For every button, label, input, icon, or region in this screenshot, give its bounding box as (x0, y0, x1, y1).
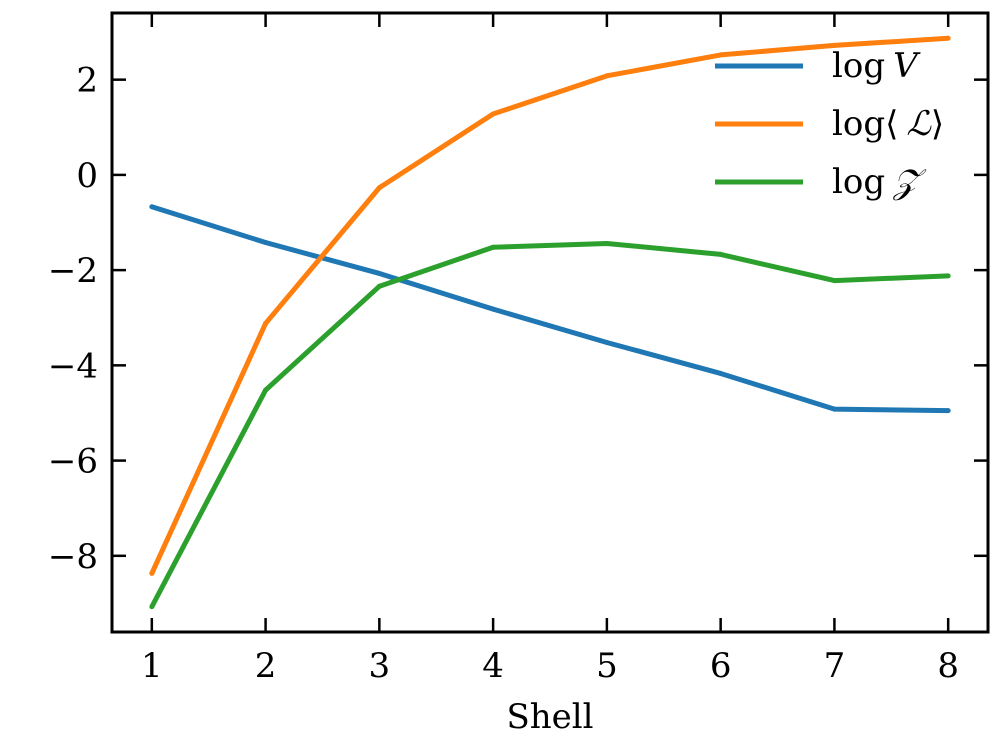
series-3-point-1 (149, 604, 155, 610)
series-line-1 (151, 204, 949, 414)
y-tick-label--6: −6 (48, 442, 98, 482)
series-2-point-4 (490, 111, 496, 117)
y-tick-label--8: −8 (48, 537, 98, 577)
x-axis: 1 2 3 4 5 6 7 8 (141, 13, 959, 686)
axes-frame (110, 11, 990, 634)
series-2-point-5 (604, 73, 610, 79)
series-2-point-7 (831, 42, 837, 48)
series-1-point-7 (831, 406, 837, 412)
series-3-point-2 (263, 387, 269, 393)
legend-label-1: log V (832, 46, 921, 86)
series-1-point-3 (376, 270, 382, 276)
series-line-3 (149, 240, 949, 608)
x-tick-label-8: 8 (937, 646, 959, 686)
y-tick-label-0: 0 (76, 156, 98, 196)
y-tick-label--4: −4 (48, 346, 98, 386)
y-tick-label--2: −2 (48, 251, 98, 291)
x-tick-label-6: 6 (710, 646, 732, 686)
series-2-point-6 (718, 52, 724, 58)
series-3-point-3 (376, 283, 382, 289)
y-axis: −8 −6 −4 −2 0 2 (48, 61, 988, 577)
y-tick-label-2: 2 (76, 61, 98, 101)
x-tick-label-2: 2 (255, 646, 277, 686)
series-line-2 (149, 35, 949, 575)
series-1-point-1 (149, 204, 155, 210)
series-1-point-6 (718, 370, 724, 376)
series-2-point-3 (376, 185, 382, 191)
series-1-point-5 (604, 340, 610, 345)
series-2-point-8 (945, 35, 951, 41)
x-tick-label-1: 1 (141, 646, 163, 686)
series-layer (149, 35, 951, 610)
series-1-point-8 (945, 408, 951, 414)
x-tick-label-4: 4 (482, 646, 504, 686)
legend-label-2: log⟨ ℒ⟩ (832, 104, 944, 144)
series-3-point-6 (718, 251, 724, 257)
series-3-point-8 (945, 273, 951, 279)
series-2-point-2 (263, 320, 269, 326)
series-2-point-1 (149, 570, 155, 576)
series-3-point-7 (831, 278, 837, 284)
legend-label-3: log 𝒵 (832, 162, 927, 202)
series-3-point-4 (490, 244, 496, 250)
x-axis-label: Shell (506, 697, 593, 737)
series-1-point-2 (263, 240, 269, 246)
legend: log V log⟨ ℒ⟩ log 𝒵 (715, 46, 944, 202)
plot-frame (110, 11, 990, 634)
x-tick-label-3: 3 (369, 646, 391, 686)
x-tick-label-7: 7 (824, 646, 846, 686)
series-3-point-5 (604, 240, 610, 246)
series-1-point-4 (490, 306, 496, 312)
x-tick-label-5: 5 (596, 646, 618, 686)
